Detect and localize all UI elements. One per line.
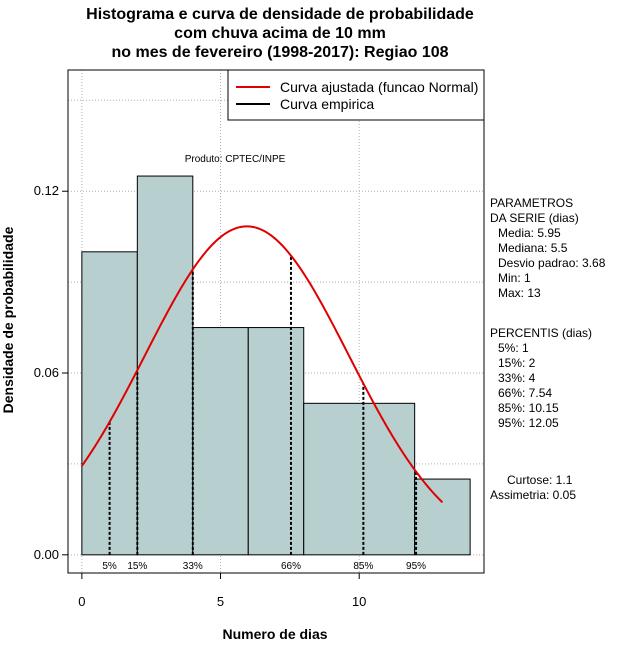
legend-box [227,69,485,121]
param-desvio: Desvio padrao: 3.68 [498,256,606,270]
histogram-bar-2 [192,327,249,556]
curtose-value: Curtose: 1.1 [507,473,573,487]
percentile-label-4: 85% [353,561,373,572]
percentil-95: 95%: 12.05 [498,416,559,430]
legend-label-0: Curva ajustada (funcao Normal) [280,79,478,95]
y-tick-label-2: 0.12 [34,183,59,198]
y-axis-title: Densidade de probabilidade [0,226,16,413]
percentile-label-5: 95% [406,561,426,572]
x-axis-title: Numero de dias [222,626,327,642]
chart-title-line-3: no mes de fevereiro (1998-2017): Regiao … [111,44,449,61]
x-tick-label-0: 0 [78,594,85,609]
histogram-bar-5 [414,478,471,556]
chart-title-line-2: com chuva acima de 10 mm [174,25,386,42]
percentile-label-0: 5% [102,561,117,572]
chart-title-line-1: Histograma e curva de densidade de proba… [86,6,474,23]
percentil-5: 5%: 1 [498,341,529,355]
percentis-heading: PERCENTIS (dias) [490,326,593,340]
percentile-label-2: 33% [183,561,203,572]
param-max: Max: 13 [498,286,541,300]
x-tick-label-1: 5 [217,594,224,609]
parametros-heading-1: PARAMETROS [490,196,574,210]
legend-label-1: Curva empirica [280,96,374,112]
percentil-85: 85%: 10.15 [498,401,559,415]
histogram-bar-1 [136,175,194,556]
percentil-66: 66%: 7.54 [498,386,553,400]
param-mediana: Mediana: 5.5 [498,241,568,255]
percentil-33: 33%: 4 [498,371,536,385]
histogram-bar-3 [247,327,305,556]
histogram-bar-4 [303,402,416,556]
param-min: Min: 1 [498,271,531,285]
param-media: Media: 5.95 [498,226,561,240]
y-tick-label-1: 0.06 [34,365,59,380]
percentil-15: 15%: 2 [498,356,536,370]
assimetria-value: Assimetria: 0.05 [490,488,577,502]
product-annotation: Produto: CPTEC/INPE [185,154,286,165]
y-tick-label-0: 0.00 [34,547,59,562]
percentile-label-3: 66% [281,561,301,572]
x-tick-label-2: 10 [352,594,366,609]
percentile-label-1: 15% [127,561,147,572]
normal-curve-line [81,225,444,504]
parametros-heading-2: DA SERIE (dias) [490,211,579,225]
